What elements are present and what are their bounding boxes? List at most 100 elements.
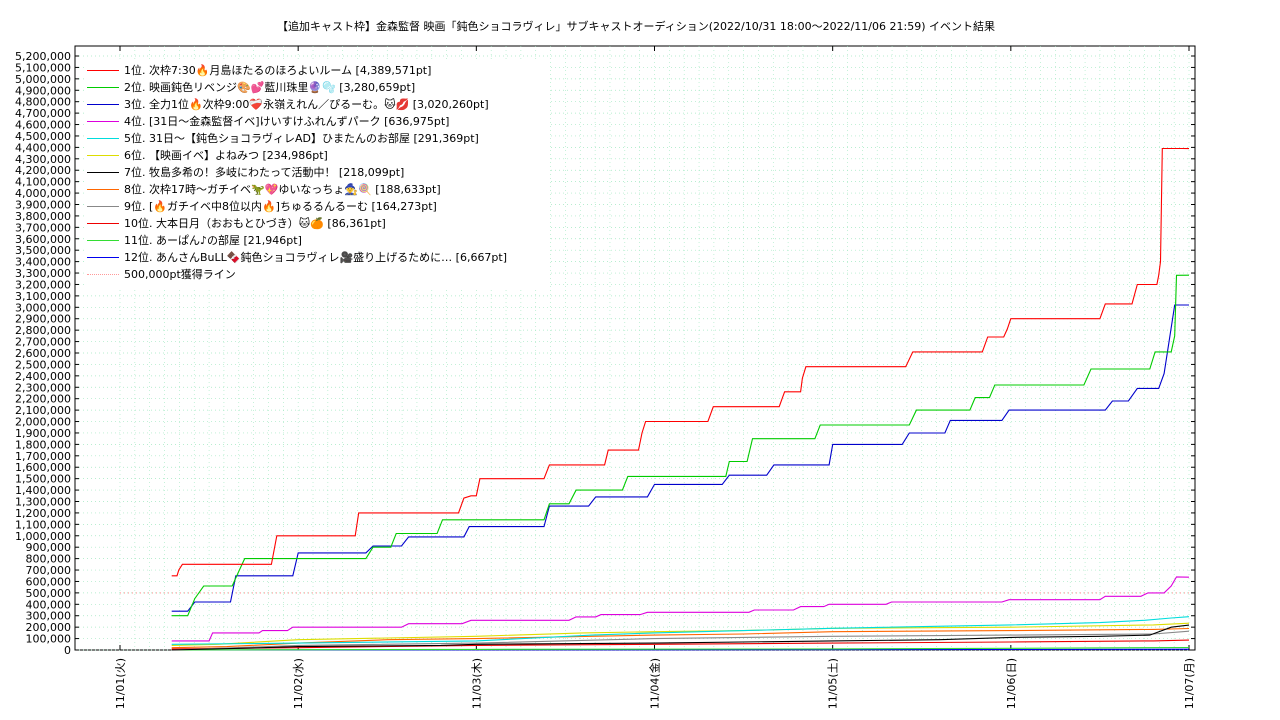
legend-entry: 2位. 映画鈍色リベンジ🎨💕藍川珠里🔮🫧 [3,280,659pt] [84, 79, 548, 96]
chart-subtitle: イベント結果 [929, 20, 995, 33]
y-tick-label: 1,000,000 [15, 530, 71, 543]
series-line-2 [171, 274, 1190, 617]
legend-label: 8位. 次枠17時〜ガチイベ🦖💖ゆいなっちょ🧙🍭 [188,633pt] [124, 183, 441, 196]
legend-entry: 9位. [🔥ガチイベ中8位以内🔥]ちゅるるんるーむ [164,273pt] [84, 198, 548, 215]
legend-label: 6位. 【映画イベ】よねみつ [234,986pt] [124, 149, 328, 162]
y-tick-label: 4,000,000 [15, 187, 71, 200]
y-tick-label: 3,000,000 [15, 301, 71, 314]
y-tick-label: 3,300,000 [15, 267, 71, 280]
y-tick-label: 3,700,000 [15, 221, 71, 234]
y-tick-label: 3,100,000 [15, 290, 71, 303]
y-tick-label: 0 [64, 644, 71, 657]
y-tick-label: 1,800,000 [15, 438, 71, 451]
y-tick-label: 4,800,000 [15, 96, 71, 109]
legend-swatch [87, 70, 119, 71]
legend-entry: 12位. あんさんBuLL🍫鈍色ショコラヴィレ🎥盛り上げるために… [6,667… [84, 249, 548, 266]
y-tick-label: 4,700,000 [15, 107, 71, 120]
series-line-9 [171, 630, 1190, 651]
y-tick-label: 1,900,000 [15, 427, 71, 440]
y-tick-label: 3,200,000 [15, 278, 71, 291]
x-tick-label: 11/02(水) [292, 658, 305, 709]
y-tick-label: 1,700,000 [15, 450, 71, 463]
y-tick-label: 2,900,000 [15, 313, 71, 326]
x-tick-label: 11/06(日) [1005, 658, 1018, 709]
legend-entry: 1位. 次枠7:30🔥月島ほたるのほろよいルーム [4,389,571pt] [84, 62, 548, 79]
y-tick-label: 5,200,000 [15, 50, 71, 63]
legend: 1位. 次枠7:30🔥月島ほたるのほろよいルーム [4,389,571pt] 2位… [84, 62, 548, 290]
y-tick-label: 1,100,000 [15, 518, 71, 531]
legend-entry: 500,000pt獲得ライン [84, 266, 548, 283]
series-line-8 [171, 627, 1190, 649]
legend-swatch [87, 206, 119, 207]
chart-title: 【追加キャスト枠】金森監督 映画「鈍色ショコラヴィレ」サブキャストオーディション… [277, 20, 926, 33]
legend-swatch [87, 274, 119, 275]
y-tick-label: 2,000,000 [15, 416, 71, 429]
series-line-10 [171, 639, 1190, 650]
y-tick-label: 3,400,000 [15, 256, 71, 269]
series-line-7 [171, 624, 1190, 651]
y-tick-label: 600,000 [26, 575, 72, 588]
legend-label: 7位. 牧島多希の！多岐にわたって活動中！ [218,099pt] [124, 166, 405, 179]
y-tick-label: 2,400,000 [15, 370, 71, 383]
y-tick-label: 4,500,000 [15, 130, 71, 143]
y-tick-label: 5,000,000 [15, 73, 71, 86]
y-tick-label: 200,000 [26, 621, 72, 634]
legend-label: 12位. あんさんBuLL🍫鈍色ショコラヴィレ🎥盛り上げるために… [6,667… [124, 251, 508, 264]
y-tick-label: 4,300,000 [15, 153, 71, 166]
series-line-6 [171, 622, 1190, 646]
legend-swatch [87, 104, 119, 105]
series-line-11 [171, 646, 1190, 651]
y-tick-label: 100,000 [26, 633, 72, 646]
y-tick-label: 900,000 [26, 541, 72, 554]
series-line-3 [171, 304, 1189, 612]
y-tick-label: 2,200,000 [15, 393, 71, 406]
y-tick-label: 1,200,000 [15, 507, 71, 520]
y-tick-label: 1,300,000 [15, 496, 71, 509]
legend-label: 500,000pt獲得ライン [124, 268, 236, 281]
y-tick-label: 4,400,000 [15, 141, 71, 154]
legend-swatch [87, 87, 119, 88]
y-tick-label: 500,000 [26, 587, 72, 600]
legend-swatch [87, 172, 119, 173]
legend-entry: 11位. あーぱん♪の部屋 [21,946pt] [84, 232, 548, 249]
legend-label: 10位. 大本日月（おおもとひづき）🐱🍊 [86,361pt] [124, 217, 386, 230]
y-tick-label: 2,100,000 [15, 404, 71, 417]
legend-entry: 5位. 31日〜【鈍色ショコラヴィレAD】ひまたんのお部屋 [291,369pt… [84, 130, 548, 147]
y-tick-label: 4,600,000 [15, 119, 71, 132]
legend-swatch [87, 240, 119, 241]
legend-entry: 10位. 大本日月（おおもとひづき）🐱🍊 [86,361pt] [84, 215, 548, 232]
legend-entry: 8位. 次枠17時〜ガチイベ🦖💖ゆいなっちょ🧙🍭 [188,633pt] [84, 181, 548, 198]
y-tick-label: 700,000 [26, 564, 72, 577]
legend-label: 2位. 映画鈍色リベンジ🎨💕藍川珠里🔮🫧 [3,280,659pt] [124, 81, 416, 94]
y-tick-label: 3,900,000 [15, 199, 71, 212]
series-line-5 [171, 616, 1190, 645]
y-tick-label: 4,200,000 [15, 164, 71, 177]
legend-label: 4位. [31日〜金森監督イベ]けいすけふれんずパーク [636,975pt] [124, 115, 450, 128]
chart-title-bar: 【追加キャスト枠】金森監督 映画「鈍色ショコラヴィレ」サブキャストオーディション… [0, 18, 1280, 34]
y-tick-label: 300,000 [26, 610, 72, 623]
legend-swatch [87, 121, 119, 122]
y-tick-label: 3,500,000 [15, 244, 71, 257]
legend-swatch [87, 138, 119, 139]
y-tick-label: 4,900,000 [15, 84, 71, 97]
legend-swatch [87, 223, 119, 224]
y-tick-label: 5,100,000 [15, 61, 71, 74]
series-line-4 [171, 576, 1190, 642]
legend-swatch [87, 189, 119, 190]
y-tick-label: 3,800,000 [15, 210, 71, 223]
y-tick-label: 2,800,000 [15, 324, 71, 337]
legend-entry: 6位. 【映画イベ】よねみつ [234,986pt] [84, 147, 548, 164]
legend-swatch [87, 257, 119, 258]
legend-entry: 3位. 全力1位🔥次枠9:00❤️‍🩹永嶺えれん／ぴるーむ。🐱💋 [3,020,… [84, 96, 548, 113]
y-tick-label: 2,500,000 [15, 358, 71, 371]
y-tick-label: 1,600,000 [15, 461, 71, 474]
y-tick-label: 1,400,000 [15, 484, 71, 497]
x-tick-label: 11/01(火) [114, 658, 127, 709]
legend-entry: 7位. 牧島多希の！多岐にわたって活動中！ [218,099pt] [84, 164, 548, 181]
y-tick-label: 2,600,000 [15, 347, 71, 360]
x-tick-label: 11/05(土) [827, 658, 840, 709]
legend-swatch [87, 155, 119, 156]
x-tick-label: 11/03(木) [470, 658, 483, 709]
y-tick-label: 4,100,000 [15, 176, 71, 189]
legend-label: 9位. [🔥ガチイベ中8位以内🔥]ちゅるるんるーむ [164,273pt] [124, 200, 437, 213]
